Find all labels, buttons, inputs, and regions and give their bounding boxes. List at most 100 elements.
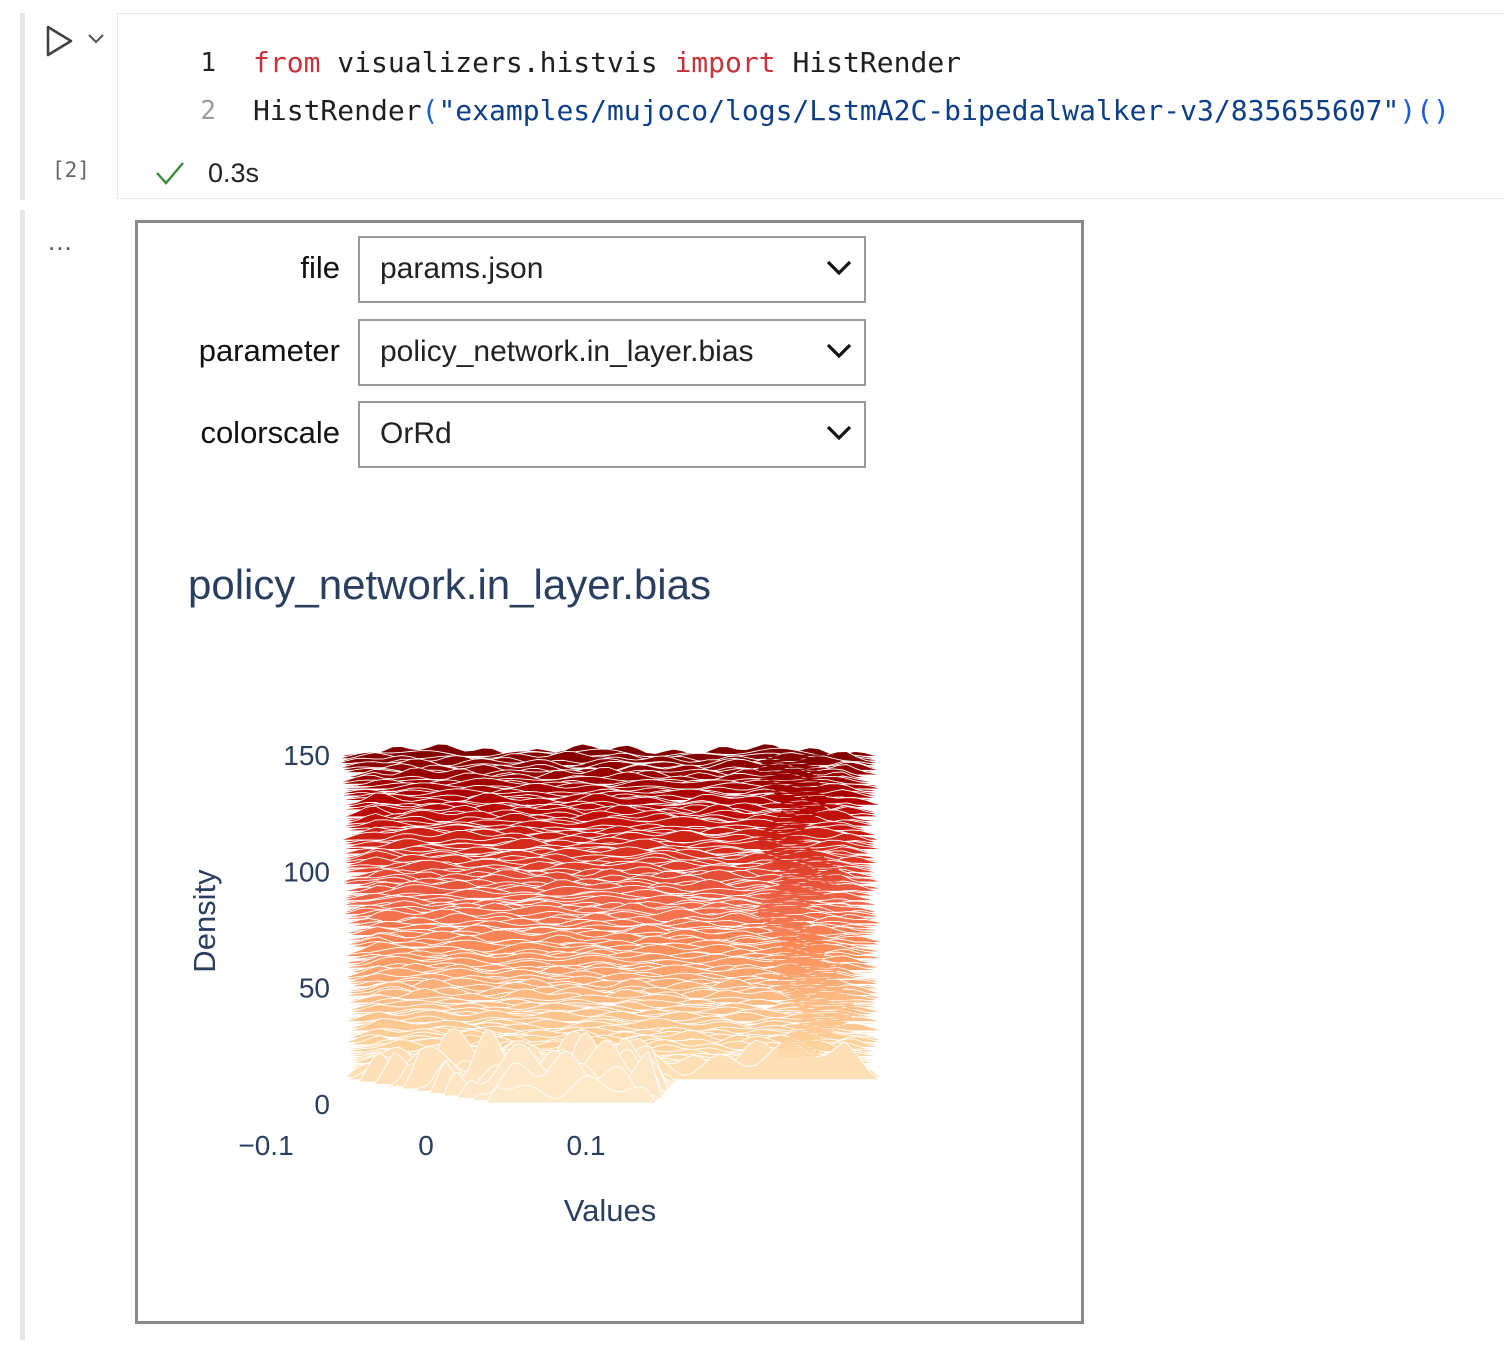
checkmark-icon: [156, 162, 184, 185]
ridge-tail-116: [799, 1021, 847, 1025]
ridge-tail-60: [770, 891, 828, 895]
ridge-tail-79: [778, 935, 819, 939]
ridge-tail-58: [775, 886, 834, 890]
ridge-tail-74: [766, 924, 809, 927]
code-paren: (: [421, 94, 439, 127]
ridge-tail-3: [763, 758, 824, 762]
x-tick-label: −0.1: [238, 1130, 293, 1161]
line-number: 1: [200, 48, 216, 78]
line-number: 2: [200, 96, 216, 126]
ridge-tail-118: [795, 1026, 840, 1030]
parameter-dropdown[interactable]: policy_network.in_layer.bias: [358, 319, 866, 386]
ridge-tail-72: [762, 919, 806, 923]
code-line[interactable]: HistRender("examples/mujoco/logs/LstmA2C…: [253, 94, 1450, 127]
file-dropdown-value: params.json: [380, 252, 544, 285]
y-tick-label: 150: [283, 740, 330, 771]
ridge-tail-37: [758, 837, 803, 841]
ridge-tail-80: [780, 937, 821, 941]
ridge-tail-52: [781, 872, 842, 876]
ridge-tail-88: [775, 956, 824, 960]
ridge-tail-119: [792, 1028, 837, 1032]
ridge-tail-55: [780, 879, 841, 883]
ridge-tail-124: [781, 1040, 822, 1044]
colorscale-label: colorscale: [200, 415, 340, 450]
ridge-tail-48: [776, 863, 835, 867]
ridge-tail-102: [782, 989, 843, 992]
chart-title: policy_network.in_layer.bias: [188, 561, 711, 608]
x-axis-label: Values: [564, 1193, 657, 1228]
y-tick-label: 100: [283, 856, 330, 887]
ridge-tail-73: [764, 921, 807, 925]
ridge-tail-23: [781, 805, 826, 809]
x-tick-label: 0: [418, 1130, 434, 1161]
file-label-wrap: file: [138, 250, 340, 290]
ridge-tail-36: [758, 835, 803, 839]
ridge-tail-93: [783, 968, 838, 972]
ridge-tail-38: [757, 840, 804, 844]
x-axis-ticks: −0.1 0 0.1: [238, 1130, 605, 1161]
code-keyword: from: [253, 46, 321, 79]
code-string: "examples/mujoco/logs/LstmA2C-bipedalwal…: [438, 94, 1400, 127]
ridge-tail-62: [765, 896, 821, 899]
ridge-tail-33: [763, 828, 805, 832]
output-menu-icon[interactable]: ...: [48, 226, 73, 256]
code-cell[interactable]: 1 2 from visualizers.histvis import Hist…: [117, 13, 1504, 199]
y-axis-label: Density: [187, 869, 222, 973]
ridge-tail-31: [768, 823, 809, 827]
ridge-tail-41: [760, 847, 811, 851]
ridge-tail-54: [781, 877, 842, 881]
file-label: file: [300, 250, 340, 285]
ridge-tail-75: [769, 926, 811, 930]
ridge-tail-11: [760, 777, 818, 781]
ridge-tail-14: [766, 784, 821, 788]
ridge-plot[interactable]: 0 50 100 150 −0.1 0 0.1 Density Values: [138, 223, 1081, 1321]
ridge-tail-8: [757, 770, 818, 774]
cell-gutter-bar: [20, 13, 25, 200]
ridge-tail-51: [781, 870, 841, 874]
ridge-tail-21: [781, 800, 827, 804]
ridge-tail-61: [768, 893, 824, 897]
ridge-tail-111: [801, 1010, 855, 1013]
ridge-tail-40: [759, 844, 808, 848]
code-line[interactable]: from visualizers.histvis import HistRend…: [253, 46, 961, 79]
ridge-tail-43: [764, 851, 817, 855]
ridge-tail-107: [794, 1000, 853, 1004]
play-icon[interactable]: [42, 24, 76, 58]
histogram-widget: file params.json parameter policy_networ…: [135, 220, 1084, 1324]
ridge-tail-69: [758, 912, 804, 916]
chevron-down-icon[interactable]: [86, 28, 106, 48]
ridge-tail-29: [773, 819, 814, 823]
ridge-tail-20: [779, 798, 827, 802]
ridge-tail-129: [778, 1051, 820, 1055]
parameter-label-wrap: parameter: [138, 333, 340, 373]
ridge-tail-16: [771, 789, 824, 792]
ridge-tail-77: [774, 931, 815, 934]
ridge-tail-125: [779, 1042, 820, 1046]
ridge-tail-98: [777, 979, 837, 983]
ridge-tail-113: [801, 1014, 853, 1018]
colorscale-dropdown[interactable]: OrRd: [358, 401, 866, 468]
code-text: HistRender: [253, 94, 422, 127]
cell-status: 0.3s: [154, 156, 259, 190]
ridge-tail-27: [777, 814, 819, 818]
ridge-tail-7: [758, 768, 818, 771]
ridge-tail-10: [759, 775, 818, 778]
code-text: HistRender: [775, 46, 962, 79]
file-dropdown[interactable]: params.json: [358, 236, 866, 303]
ridge-tail-126: [778, 1045, 819, 1048]
ridge-tail-90: [770, 961, 821, 965]
chevron-down-icon: [826, 260, 852, 276]
ridge-tail-123: [783, 1038, 824, 1041]
ridge-tail-66: [758, 905, 809, 909]
code-editor[interactable]: 1 2 from visualizers.histvis import Hist…: [118, 14, 1504, 142]
parameter-label: parameter: [198, 333, 340, 368]
ridge-tail-130: [779, 1054, 822, 1058]
ridge-tail-57: [777, 884, 837, 888]
ridge-tail-6: [758, 765, 819, 769]
ridge-series-150: [485, 1075, 660, 1104]
y-axis-ticks: 0 50 100 150: [283, 740, 330, 1120]
ridge-tail-67: [758, 907, 807, 911]
ridge-tail-44: [766, 854, 821, 858]
ridge-tail-86: [779, 951, 825, 955]
ridge-tail-5: [760, 763, 821, 767]
